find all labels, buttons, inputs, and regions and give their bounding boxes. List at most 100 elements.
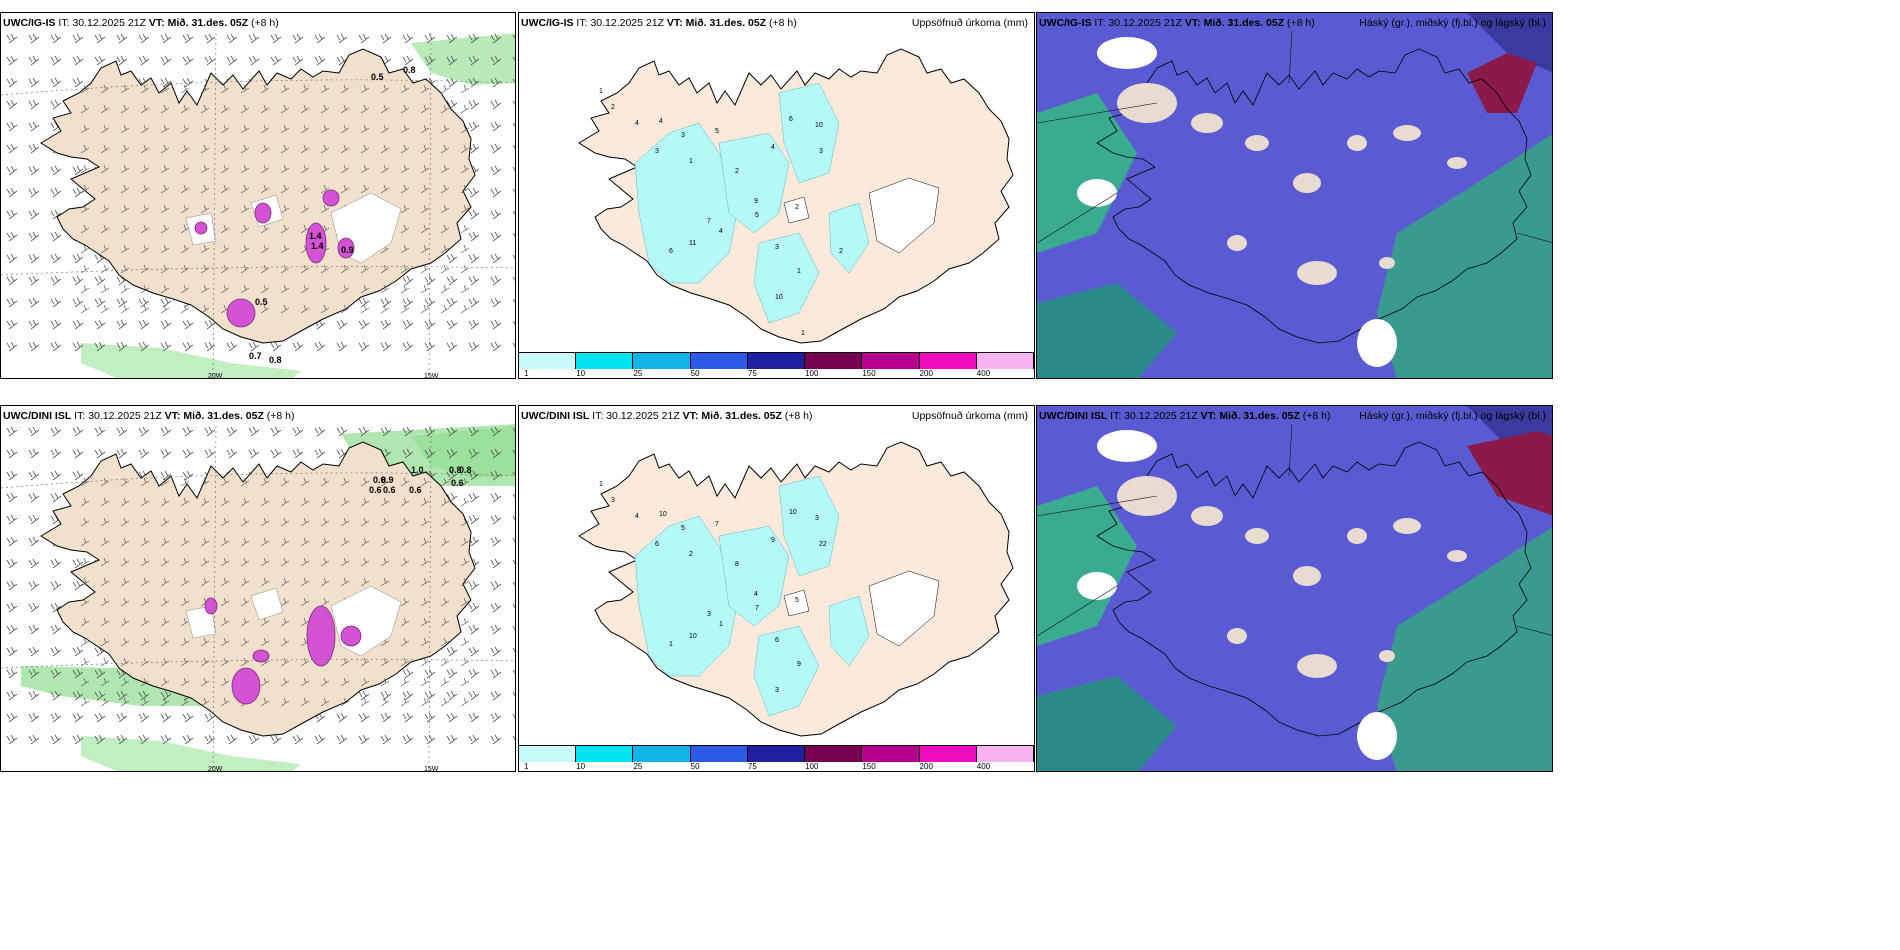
colorbar-tick-label: 200 (919, 762, 933, 771)
snow-amount-label: 0.9 (381, 475, 394, 485)
wind-barb (446, 55, 458, 66)
wind-barb (460, 677, 470, 687)
cloud-cover-map (1037, 406, 1552, 771)
precip-amount-label: 4 (659, 118, 663, 125)
wind-barb (226, 55, 238, 66)
wind-barb (200, 477, 210, 487)
wind-barb (270, 426, 282, 437)
wind-barb (160, 341, 172, 352)
wind-barb (260, 497, 270, 507)
wind-barb (300, 224, 310, 234)
snow-amount-label: 0.8 (269, 355, 282, 365)
wind-barb (300, 697, 310, 707)
snow-amount-label: 0.9 (341, 245, 354, 255)
wind-barb (248, 33, 260, 44)
clear-sky-area (1393, 125, 1421, 141)
wind-barb (420, 637, 430, 647)
clear-sea-areas (1077, 430, 1397, 760)
colorbar-tick-label: 1 (524, 369, 529, 378)
wind-barb (280, 557, 290, 567)
hatched-area (185, 605, 217, 639)
wind-barb (270, 33, 282, 44)
wind-barb (280, 184, 290, 194)
boundary-lines (1037, 423, 1552, 637)
wind-barb (400, 184, 410, 194)
wind-barb (336, 319, 348, 330)
wind-barb (440, 184, 450, 194)
wind-barb (468, 734, 480, 745)
wind-barb (180, 224, 190, 234)
wind-barb (160, 477, 170, 487)
snow-amount-label: 0.5 (255, 297, 268, 307)
colorbar-swatch (690, 746, 748, 762)
wind-barb (140, 84, 150, 94)
heavy-snow-patch (254, 202, 272, 224)
low-cloud-area (1377, 527, 1552, 771)
wind-barb (80, 264, 90, 274)
wind-barb (360, 304, 370, 314)
wind-barb (340, 517, 350, 527)
wind-barb (200, 144, 210, 154)
wind-barb (420, 617, 430, 627)
wind-barb (380, 144, 390, 154)
wind-barb (28, 690, 40, 701)
wind-barb (80, 477, 90, 487)
wind-barb (270, 734, 282, 745)
wind-barb (440, 657, 450, 667)
wind-barb (50, 187, 62, 198)
wind-barb (6, 33, 18, 44)
wind-barb (512, 78, 515, 87)
sea-precip-band (81, 343, 301, 378)
wind-barb (240, 124, 250, 134)
wind-barb (400, 144, 410, 154)
clear-sky-area (1227, 235, 1247, 251)
precip-amount-label: 10 (775, 294, 783, 301)
wind-barb (420, 104, 430, 114)
wind-barb (182, 55, 194, 66)
wind-barb (440, 517, 450, 527)
wind-barb (336, 426, 348, 437)
wind-barb (240, 284, 250, 294)
clear-sky-area (1117, 83, 1177, 123)
wind-barb (420, 657, 430, 667)
wind-barb (220, 537, 230, 547)
wind-barb (440, 264, 450, 274)
wind-barb (446, 646, 458, 657)
wind-barb (138, 341, 150, 352)
wind-barb (180, 677, 190, 687)
snow-amount-label: 0.8 (449, 465, 462, 475)
wind-barb (140, 204, 150, 214)
wind-barb (226, 426, 238, 437)
wind-barb (380, 104, 390, 114)
wind-barb (460, 517, 470, 527)
wind-barb (424, 668, 436, 679)
wind-barb (100, 124, 110, 134)
wind-barb (140, 184, 150, 194)
wind-barb (240, 104, 250, 114)
wind-barb (140, 597, 150, 607)
wind-barb (446, 668, 458, 679)
wind-barb (512, 254, 515, 263)
wind-barb (512, 493, 515, 502)
wind-barb (100, 264, 110, 274)
wind-barb (460, 537, 470, 547)
wind-barb (80, 517, 90, 527)
wind-barb (248, 426, 260, 437)
wind-barb (400, 597, 410, 607)
wind-barb (28, 448, 40, 459)
wind-barb (402, 341, 414, 352)
wind-barb (320, 184, 330, 194)
wind-barb (340, 497, 350, 507)
wind-barb (240, 244, 250, 254)
wind-barb (6, 448, 18, 459)
wind-barb (72, 558, 84, 569)
wind-barb (336, 734, 348, 745)
clear-sky-area (1297, 261, 1337, 285)
wind-barb (490, 143, 502, 154)
precip-amount-label: 7 (707, 218, 711, 225)
precip-amount-label: 2 (689, 551, 693, 558)
wind-barb (380, 537, 390, 547)
wind-barb (28, 734, 40, 745)
wind-barb (490, 646, 502, 657)
wind-barb (160, 204, 170, 214)
